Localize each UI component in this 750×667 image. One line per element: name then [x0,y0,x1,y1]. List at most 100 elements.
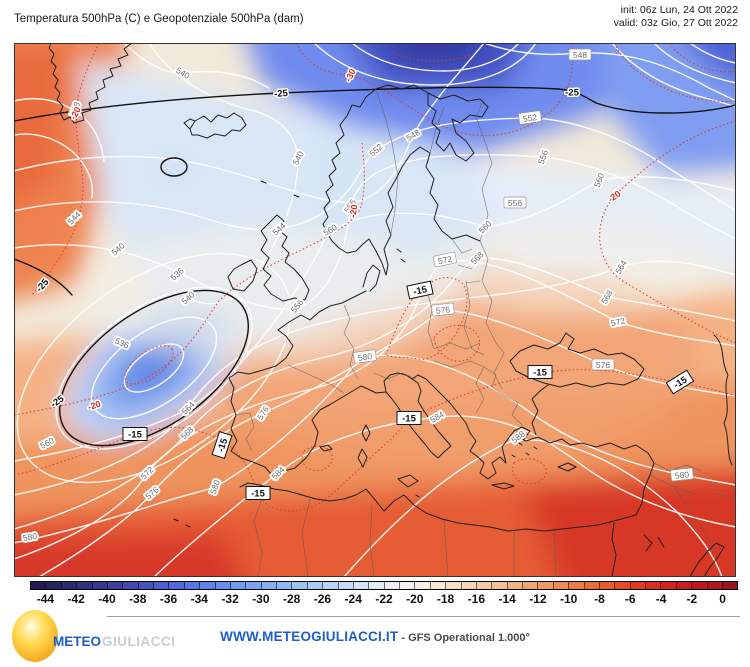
geopotential-label: 576 [591,358,615,371]
svg-text:576: 576 [435,304,450,315]
geopotential-label: 548 [568,48,592,61]
black-contours-layer [14,86,736,447]
model-separator: - [398,632,409,644]
colorbar-tick: -44 [36,592,55,606]
colorbar-cell [154,582,170,589]
colorbar-tick: 0 [719,592,726,606]
colorbar-tick: -6 [624,592,636,606]
colorbar-cell [292,582,308,589]
colorbar-cell [523,582,539,589]
colorbar-cell [200,582,216,589]
colorbar-cell [77,582,93,589]
colorbar-cell [215,582,231,589]
svg-text:580: 580 [674,469,689,480]
colorbar-tick: -2 [686,592,698,606]
colorbar-tick: -30 [252,592,270,606]
colorbar-cell [538,582,554,589]
geopotential-label: 580 [353,349,377,364]
colorbar-tick: -28 [282,592,301,606]
colorbar-cell [246,582,262,589]
colorbar-tick: -40 [98,592,116,606]
colorbar-cell [507,582,523,589]
svg-text:580: 580 [22,531,38,543]
footer-divider [107,616,740,617]
temperature-label: -20 [346,202,361,220]
colorbar-cell [92,582,108,589]
colorbar-cell [661,582,677,589]
colorbar-cell [553,582,570,589]
borders-layer [235,88,736,577]
colorbar-cell [46,582,62,589]
sun-icon [12,610,58,662]
colorbar-tick: -32 [221,592,239,606]
colorbar-cell [630,582,646,589]
colorbar-tick: -22 [375,592,393,606]
svg-text:-15: -15 [412,284,428,298]
colorbar-cell [599,582,616,589]
svg-text:-15: -15 [216,436,231,453]
colorbar-cell [446,582,462,589]
temperature-label: -15 [211,430,233,460]
colorbar-cell [230,582,247,589]
colorbar-cell [646,582,662,589]
colorbar-cell [369,582,385,589]
colorbar-tick: -8 [594,592,605,606]
temperature-label: -15 [406,280,434,300]
colorbar-cell [722,582,738,589]
temperature-contours-layer [14,43,736,512]
svg-text:-15: -15 [128,430,142,441]
colorbar-tick-labels: -44 -42 -40 -38 -36 -34 -32 -30 -28 -26 -24 -22 -20-… [30,592,738,606]
model-run-info: init: 06z Lun, 24 Ott 2022 valid: 03z Gi… [614,4,738,30]
svg-text:-25: -25 [274,88,289,100]
temperature-label: -15 [527,365,553,379]
logo-secondary-text: GIULIACCI [102,634,176,649]
colorbar-cell [492,582,508,589]
geopotential-contours-layer [14,43,736,577]
svg-text:556: 556 [508,198,522,208]
svg-text:576: 576 [596,360,610,370]
colorbar-cell [31,582,47,589]
temperature-colorbar [30,581,738,590]
colorbar-cell [169,582,185,589]
map-border [14,43,736,577]
colorbar-cell [707,582,723,589]
valid-timestamp: valid: 03z Gio, 27 Ott 2022 [613,17,738,29]
temperature-label: -15 [665,369,695,395]
colorbar-cell [415,582,431,589]
logo-primary-text: METEO [53,634,101,649]
geopotential-label: 552 [518,110,542,125]
colorbar-tick: -24 [344,592,362,606]
geopotential-label: 580 [670,467,694,482]
colorbar-cell [138,582,154,589]
svg-text:-15: -15 [533,368,547,379]
colorbar-tick: -26 [313,592,332,606]
svg-text:-20: -20 [347,204,359,219]
colorbar-cell [61,582,78,589]
colorbar-cell [615,582,631,589]
colorbar-cell [430,582,447,589]
init-timestamp: init: 06z Lun, 24 Ott 2022 [620,4,738,16]
colorbar-cell [123,582,139,589]
model-label: GFS Operational 1.000° [408,632,530,644]
colorbar-cell [353,582,370,589]
svg-text:-15: -15 [251,489,265,500]
svg-text:552: 552 [522,112,538,124]
page-title: Temperatura 500hPa (C) e Geopotenziale 5… [14,13,304,25]
meteogiuliacci-logo: METEO GIULIACCI [12,610,176,662]
geopotential-label: 580 [20,529,40,545]
colorbar-cell [277,582,293,589]
colorbar-tick: -4 [655,592,667,606]
colorbar-cell [307,582,324,589]
colorbar-tick: -36 [159,592,178,606]
website-label: WWW.METEOGIULIACCI.IT [220,629,399,644]
svg-text:-25: -25 [565,88,579,99]
colorbar-cell [569,582,585,589]
colorbar-cell [384,582,400,589]
colorbar-cell [184,582,201,589]
temperature-label: -15 [396,411,422,425]
temperature-label: -15 [245,486,271,500]
colorbar-tick: -18 [436,592,455,606]
colorbar-cell [676,582,693,589]
coastlines-layer [48,43,733,577]
